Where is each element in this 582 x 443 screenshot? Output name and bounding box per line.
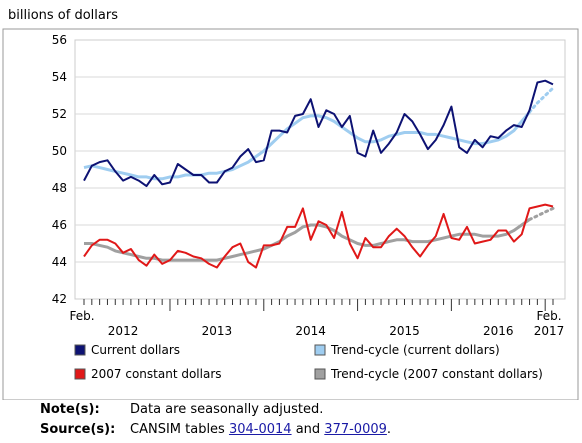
x-year-label-2013: 2013	[202, 324, 233, 338]
source-and: and	[291, 422, 325, 437]
x-year-label-2016: 2016	[483, 324, 514, 338]
y-tick-label-44: 44	[52, 255, 67, 269]
plot-area	[74, 39, 566, 300]
chart: billions of dollars 42 44 46 48 50 52 54 56 Feb…	[2, 8, 579, 400]
series-trend-constant-projection	[528, 206, 555, 221]
x-start-label: Feb.	[69, 309, 94, 323]
legend-swatch-0	[74, 344, 86, 356]
y-tick-label-56: 56	[52, 33, 67, 47]
legend-label-0: Current dollars	[91, 343, 180, 357]
source-link-377-0009[interactable]: 377-0009	[324, 422, 387, 437]
note-text: Data are seasonally adjusted.	[130, 402, 324, 417]
legend-label-2: 2007 constant dollars	[91, 367, 222, 381]
source-text: CANSIM tables 304-0014 and 377-0009.	[130, 420, 391, 440]
x-year-label-2014: 2014	[295, 324, 326, 338]
series-trend-current-projection	[528, 86, 555, 114]
y-tick-label-52: 52	[52, 107, 67, 121]
series-constant-dollars	[83, 203, 554, 269]
chart-frame	[2, 28, 579, 400]
x-year-label-2012: 2012	[108, 324, 139, 338]
legend-label-3: Trend-cycle (2007 constant dollars)	[330, 367, 543, 381]
y-tick-label-46: 46	[52, 218, 67, 232]
note-label: Note(s):	[40, 402, 100, 417]
x-year-label-2015: 2015	[389, 324, 420, 338]
x-end-label: Feb.	[536, 309, 561, 323]
legend-label-1: Trend-cycle (current dollars)	[330, 343, 500, 357]
legend-swatch-3	[314, 368, 326, 380]
source-link-304-0014[interactable]: 304-0014	[228, 422, 292, 437]
legend-swatch-1	[314, 344, 326, 356]
legend-swatch-2	[74, 368, 86, 380]
x-end-year-label: 2017	[534, 324, 565, 338]
y-axis-label: billions of dollars	[8, 8, 118, 23]
series-current-dollars	[83, 79, 554, 188]
source-label: Source(s):	[40, 422, 116, 437]
notes: Note(s): Data are seasonally adjusted. S…	[40, 400, 391, 440]
y-tick-label-54: 54	[52, 70, 67, 84]
y-tick-label-48: 48	[52, 181, 67, 195]
y-tick-label-42: 42	[52, 292, 67, 306]
source-prefix: CANSIM tables	[130, 422, 229, 437]
y-tick-label-50: 50	[52, 144, 67, 158]
source-suffix: .	[386, 422, 392, 437]
